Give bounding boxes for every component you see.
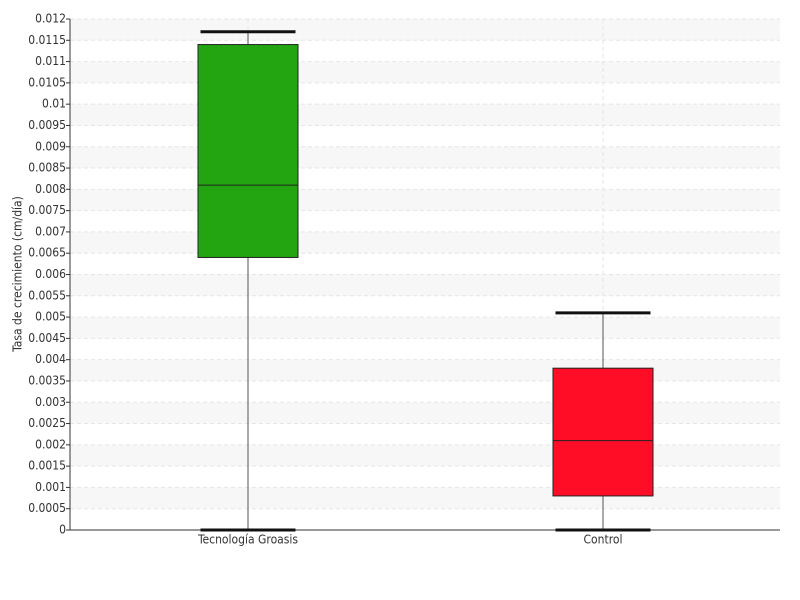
grid-band bbox=[70, 402, 780, 424]
grid-band bbox=[70, 444, 780, 467]
y-tick-label: 0.0035 bbox=[28, 373, 66, 387]
grid-band bbox=[70, 146, 780, 169]
y-tick-label: 0.0055 bbox=[28, 288, 66, 302]
y-tick-label: 0.008 bbox=[35, 182, 66, 196]
y-tick-label: 0.004 bbox=[35, 352, 66, 366]
grid-band bbox=[70, 487, 780, 509]
y-tick-label: 0.006 bbox=[35, 267, 66, 281]
y-tick-label: 0.002 bbox=[35, 437, 66, 451]
y-tick-label: 0.001 bbox=[35, 480, 66, 494]
y-tick-label: 0.007 bbox=[35, 224, 66, 238]
y-tick-label: 0.0005 bbox=[28, 501, 66, 515]
y-tick-label: 0 bbox=[59, 523, 66, 537]
y-tick-label: 0.0105 bbox=[28, 75, 66, 89]
y-tick-label: 0.0045 bbox=[28, 331, 66, 345]
grid-band bbox=[70, 231, 780, 254]
y-tick-label: 0.0015 bbox=[28, 459, 66, 473]
y-tick-label: 0.0095 bbox=[28, 118, 66, 132]
y-tick-label: 0.005 bbox=[35, 310, 66, 324]
grid-band bbox=[70, 104, 780, 126]
y-tick-label: 0.011 bbox=[35, 54, 66, 68]
y-tick-label: 0.012 bbox=[35, 12, 66, 26]
grid-band bbox=[70, 274, 780, 296]
y-axis-label: Tasa de crecimiento (cm/día) bbox=[11, 196, 25, 353]
y-tick-label: 0.0075 bbox=[28, 203, 66, 217]
y-tick-label: 0.009 bbox=[35, 139, 66, 153]
x-tick-label: Control bbox=[584, 533, 623, 547]
y-tick-label: 0.0115 bbox=[28, 33, 66, 47]
y-tick-label: 0.0025 bbox=[28, 416, 66, 430]
grid-band bbox=[70, 359, 780, 381]
x-tick-label: Tecnología Groasis bbox=[197, 533, 298, 547]
y-tick-label: 0.01 bbox=[42, 97, 66, 111]
y-tick-label: 0.0065 bbox=[28, 246, 66, 260]
grid-band bbox=[70, 61, 780, 83]
grid-band bbox=[70, 19, 780, 41]
box bbox=[197, 44, 299, 258]
y-tick-label: 0.0085 bbox=[28, 161, 66, 175]
box bbox=[552, 367, 654, 497]
grid-band bbox=[70, 317, 780, 339]
y-tick-label: 0.003 bbox=[35, 395, 66, 409]
grid-band bbox=[70, 189, 780, 211]
